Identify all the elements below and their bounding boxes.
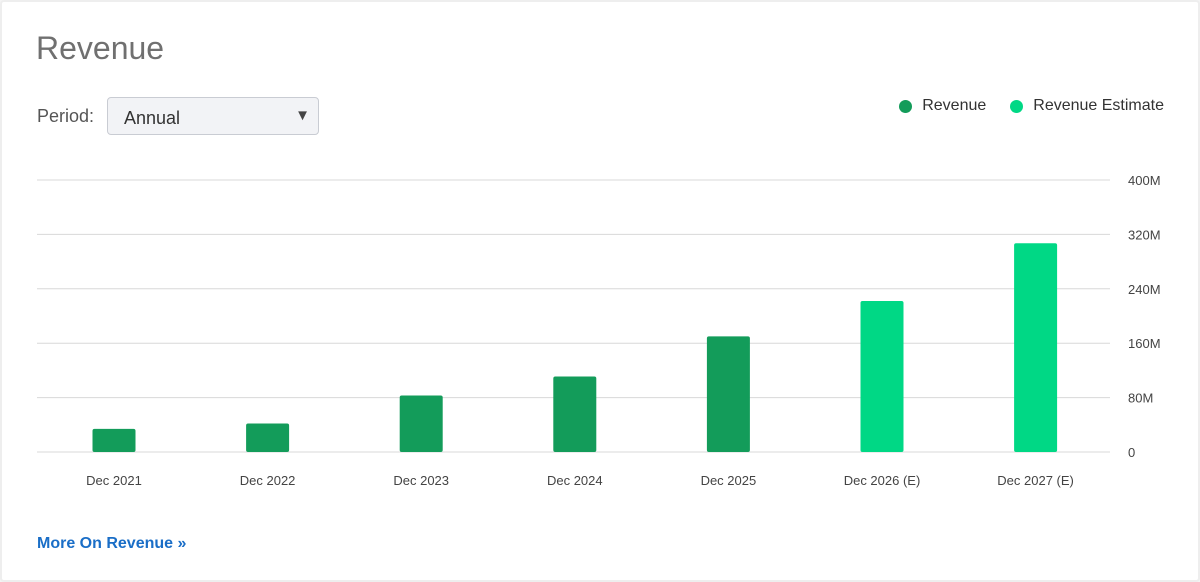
bar-dec-2023[interactable]: [399, 395, 443, 452]
y-tick-0: 0: [1128, 445, 1135, 460]
x-tick-dec-2027-e: Dec 2027 (E): [997, 473, 1074, 488]
bar-dec-2026-e[interactable]: [860, 301, 904, 452]
period-select[interactable]: Annual ▼: [107, 97, 319, 135]
x-tick-dec-2022: Dec 2022: [240, 473, 296, 488]
legend-label-revenue: Revenue: [922, 97, 987, 114]
legend-dot-revenue: [899, 99, 913, 113]
y-tick-80m: 80M: [1128, 391, 1153, 406]
legend-item-revenue-estimate[interactable]: Revenue Estimate: [1010, 97, 1164, 115]
chart-title: Revenue: [36, 30, 165, 66]
bar-dec-2022[interactable]: [246, 423, 290, 452]
period-select-value: Annual: [124, 108, 181, 128]
more-on-revenue-link[interactable]: More On Revenue »: [37, 535, 187, 552]
y-tick-400m: 400M: [1128, 173, 1161, 188]
chart-legend: Revenue Revenue Estimate: [899, 97, 1164, 115]
bar-dec-2025[interactable]: [706, 336, 750, 452]
x-tick-dec-2025: Dec 2025: [701, 473, 757, 488]
x-tick-dec-2024: Dec 2024: [547, 473, 603, 488]
bar-dec-2024[interactable]: [553, 376, 597, 452]
x-axis-ticks: Dec 2021 Dec 2022 Dec 2023 Dec 2024 Dec 2025…: [86, 473, 1074, 488]
y-tick-160m: 160M: [1128, 336, 1161, 351]
chart-bars: [92, 243, 1058, 452]
period-label: Period:: [37, 106, 95, 126]
legend-label-revenue-estimate: Revenue Estimate: [1033, 97, 1164, 114]
chevron-down-icon: ▼: [295, 107, 310, 124]
x-tick-dec-2023: Dec 2023: [393, 473, 449, 488]
x-tick-dec-2021: Dec 2021: [86, 473, 142, 488]
y-axis-ticks: 0 80M 160M 240M 320M 400M: [1128, 173, 1161, 460]
legend-item-revenue[interactable]: Revenue: [899, 97, 986, 115]
y-tick-240m: 240M: [1128, 282, 1161, 297]
y-tick-320m: 320M: [1128, 227, 1161, 242]
legend-dot-revenue-estimate: [1010, 99, 1024, 113]
x-tick-dec-2026-e: Dec 2026 (E): [844, 473, 921, 488]
bar-dec-2021[interactable]: [92, 428, 136, 452]
bar-dec-2027-e[interactable]: [1014, 243, 1058, 452]
chart-gridlines: [37, 179, 1110, 453]
